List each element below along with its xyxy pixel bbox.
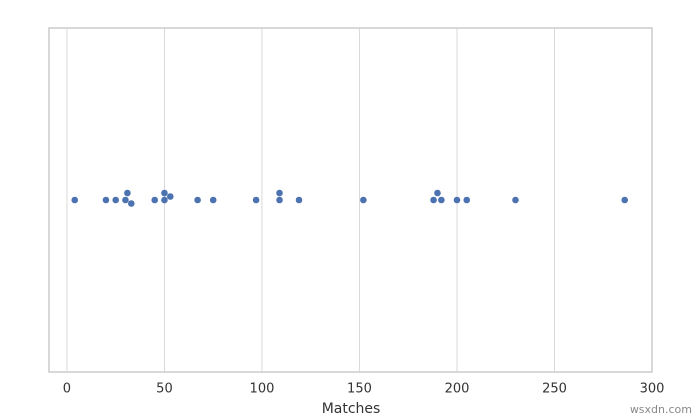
point xyxy=(276,189,283,197)
point xyxy=(512,196,519,204)
point xyxy=(161,189,168,197)
x-tick-label: 100 xyxy=(250,382,275,397)
point xyxy=(167,193,174,200)
x-axis-label: Matches xyxy=(322,401,381,417)
x-tick-label: 150 xyxy=(347,382,372,397)
watermark: wsxdn.com xyxy=(630,403,692,416)
point xyxy=(161,196,168,204)
point xyxy=(194,196,201,204)
point xyxy=(124,189,131,197)
plot-frame xyxy=(48,27,653,373)
x-tick-label: 50 xyxy=(156,382,173,397)
point xyxy=(438,196,445,204)
point xyxy=(71,196,79,204)
point xyxy=(621,196,628,204)
point xyxy=(102,196,110,204)
x-tick-label: 0 xyxy=(63,382,71,397)
point xyxy=(276,196,283,204)
point xyxy=(360,196,367,204)
point xyxy=(463,196,471,204)
point xyxy=(209,196,217,204)
point xyxy=(122,196,129,204)
point xyxy=(127,200,135,207)
point xyxy=(453,196,461,204)
point xyxy=(434,189,441,197)
point xyxy=(430,196,437,204)
x-tick-label: 250 xyxy=(542,382,567,397)
point xyxy=(295,196,303,204)
point xyxy=(112,196,119,204)
point xyxy=(252,196,260,204)
x-tick-label: 300 xyxy=(640,382,665,397)
x-tick-label: 200 xyxy=(445,382,470,397)
point xyxy=(151,196,159,204)
